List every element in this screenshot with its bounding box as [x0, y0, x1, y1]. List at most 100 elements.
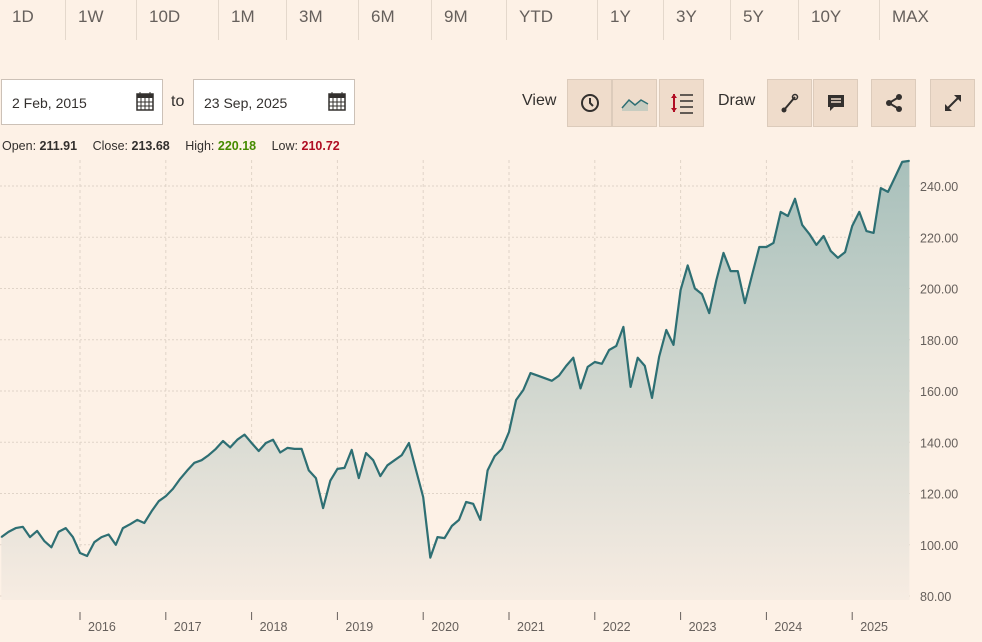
- line-chart-icon: [620, 98, 648, 111]
- tab-10d[interactable]: 10D: [137, 0, 219, 40]
- data-point: [379, 475, 381, 477]
- data-point: [751, 274, 753, 276]
- data-point: [286, 447, 288, 449]
- y-tick-label: 180.00: [920, 334, 958, 348]
- chart-type-button[interactable]: [612, 79, 657, 127]
- data-point: [465, 501, 467, 503]
- data-point: [36, 530, 38, 532]
- share-button[interactable]: [871, 79, 916, 127]
- data-point: [93, 541, 95, 543]
- data-point: [730, 270, 732, 272]
- tab-1w[interactable]: 1W: [66, 0, 137, 40]
- data-point: [594, 361, 596, 363]
- draw-line-button[interactable]: [767, 79, 812, 127]
- tab-6m[interactable]: 6M: [359, 0, 432, 40]
- tab-1y[interactable]: 1Y: [598, 0, 664, 40]
- data-point: [558, 375, 560, 377]
- low-value: 210.72: [301, 139, 340, 153]
- data-point: [43, 540, 45, 542]
- share-icon: [885, 94, 902, 112]
- y-tick-label: 220.00: [920, 231, 958, 245]
- tab-3m[interactable]: 3M: [287, 0, 359, 40]
- comment-icon: [827, 95, 844, 111]
- data-point: [65, 527, 67, 529]
- data-point: [701, 293, 703, 295]
- tab-9m[interactable]: 9M: [432, 0, 507, 40]
- data-point: [279, 451, 281, 454]
- time-view-button[interactable]: [567, 79, 612, 127]
- from-date-input[interactable]: 2 Feb, 2015: [1, 79, 163, 125]
- tab-ytd[interactable]: YTD: [507, 0, 598, 40]
- data-point: [587, 366, 589, 368]
- data-point: [372, 459, 374, 461]
- from-date-value: 2 Feb, 2015: [12, 95, 87, 111]
- price-chart[interactable]: 80.00 100.00 120.00 140.00 160.00 180.00 200.0…: [0, 155, 982, 642]
- data-point: [394, 459, 396, 461]
- data-point: [322, 507, 324, 509]
- data-point: [865, 230, 868, 232]
- tab-max[interactable]: MAX: [892, 7, 929, 26]
- data-point: [880, 187, 882, 189]
- data-point: [229, 446, 231, 448]
- x-tick-label: 2024: [774, 620, 802, 634]
- data-point: [551, 380, 553, 382]
- data-point: [79, 552, 81, 554]
- data-point: [186, 469, 188, 472]
- data-point: [680, 289, 682, 291]
- data-point: [336, 468, 338, 470]
- expand-icon: [944, 95, 961, 111]
- data-point: [251, 442, 253, 444]
- price-area-fill: [1, 160, 910, 600]
- data-point: [694, 287, 696, 290]
- data-point: [108, 533, 110, 536]
- data-point: [765, 246, 768, 248]
- indicators-button[interactable]: [659, 79, 704, 127]
- tab-1m[interactable]: 1M: [219, 0, 287, 40]
- x-tick-label: 2018: [260, 620, 288, 634]
- data-point: [665, 329, 667, 331]
- data-point: [343, 467, 346, 469]
- data-point: [265, 442, 267, 444]
- data-point: [894, 176, 896, 178]
- fullscreen-button[interactable]: [930, 79, 975, 127]
- close-label: Close:: [92, 139, 129, 153]
- tab-10y[interactable]: 10Y: [799, 0, 880, 40]
- data-point: [243, 433, 246, 436]
- data-point: [858, 211, 860, 213]
- data-point: [851, 225, 853, 227]
- data-point: [644, 365, 646, 367]
- to-date-value: 23 Sep, 2025: [204, 95, 288, 111]
- annotate-button[interactable]: [813, 79, 858, 127]
- data-point: [458, 519, 460, 521]
- tab-3y[interactable]: 3Y: [664, 0, 731, 40]
- data-point: [780, 211, 782, 213]
- tab-5y[interactable]: 5Y: [731, 0, 799, 40]
- x-tick-label: 2023: [689, 620, 717, 634]
- y-tick-label: 80.00: [920, 590, 951, 604]
- data-point: [100, 536, 103, 538]
- data-point: [579, 387, 582, 390]
- data-point: [129, 523, 131, 525]
- data-point: [415, 469, 417, 472]
- data-point: [386, 464, 389, 466]
- data-point: [508, 431, 510, 433]
- data-point: [787, 215, 789, 217]
- data-point: [158, 500, 160, 502]
- calendar-icon[interactable]: [136, 91, 154, 111]
- calendar-icon[interactable]: [328, 91, 346, 111]
- data-point: [29, 536, 31, 538]
- data-point: [672, 344, 675, 346]
- data-point: [479, 519, 481, 521]
- data-point: [436, 536, 439, 538]
- data-point: [815, 244, 818, 246]
- data-point: [823, 235, 825, 237]
- data-point: [801, 224, 803, 226]
- data-point: [830, 250, 832, 252]
- to-date-input[interactable]: 23 Sep, 2025: [193, 79, 355, 125]
- tab-1d[interactable]: 1D: [0, 0, 66, 40]
- clock-icon: [580, 94, 599, 112]
- x-tick-label: 2017: [174, 620, 202, 634]
- data-point: [150, 510, 153, 513]
- data-point: [515, 399, 517, 401]
- data-point: [708, 312, 710, 314]
